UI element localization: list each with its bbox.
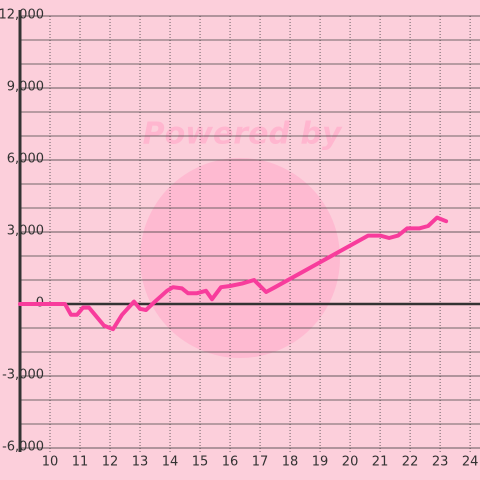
x-tick-label: 19 (312, 455, 329, 470)
x-tick-label: 24 (462, 455, 479, 470)
x-tick-label: 17 (252, 455, 269, 470)
watermark: Powered by (143, 117, 343, 152)
x-tick-label: 18 (282, 455, 299, 470)
y-tick-label: 12,000 (0, 8, 44, 23)
x-tick-label: 14 (162, 455, 179, 470)
x-tick-label: 16 (222, 455, 239, 470)
y-tick-label: 9,000 (7, 80, 44, 95)
data-line (18, 215, 449, 332)
y-tick-label: 3,000 (7, 224, 44, 239)
y-tick-label: 6,000 (7, 152, 44, 167)
x-tick-label: 23 (432, 455, 449, 470)
y-tick-label: -3,000 (2, 368, 44, 383)
x-tick-label: 10 (42, 455, 59, 470)
x-tick-label: 13 (132, 455, 149, 470)
y-tick-label: -6,000 (2, 440, 44, 455)
x-tick-label: 22 (402, 455, 419, 470)
x-tick-label: 15 (192, 455, 209, 470)
x-tick-label: 20 (342, 455, 359, 470)
x-tick-label: 21 (372, 455, 389, 470)
x-tick-label: 11 (72, 455, 89, 470)
x-tick-label: 12 (102, 455, 119, 470)
